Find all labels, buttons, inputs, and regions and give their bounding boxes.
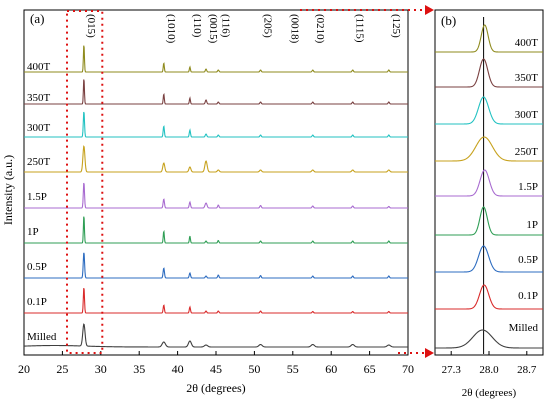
x-tick-label: 55 bbox=[287, 362, 299, 376]
panel-b-traces bbox=[435, 24, 543, 349]
series-label-1p: 1P bbox=[27, 226, 39, 238]
zoom-line-0.5p bbox=[435, 245, 543, 273]
zoom-line-milled bbox=[435, 329, 543, 349]
x-tick-label: 50 bbox=[248, 362, 260, 376]
highlight-box bbox=[66, 10, 104, 354]
zoom-line-400t bbox=[435, 24, 543, 53]
series-line-300t bbox=[24, 111, 408, 138]
series-label-300t: 300T bbox=[27, 122, 51, 134]
x-tick-label: 40 bbox=[172, 362, 184, 376]
zoom-series-label-1p: 1P bbox=[526, 219, 538, 231]
panel-a-series-labels: Milled 0.1P 0.5P 1P 1.5P 250T 300T 350T 400T bbox=[27, 61, 57, 343]
series-label-0.5p: 0.5P bbox=[27, 261, 47, 273]
panel-b: Milled 0.1P 0.5P 1P 1.5P 250T 300T 350T 400T 27.… bbox=[434, 9, 544, 399]
panel-a-peak-labels: (015) (1010) (110) (0015) (116) (205) (0018) (0… bbox=[85, 14, 402, 44]
peak-label: (110) bbox=[191, 14, 203, 38]
zoom-series-label-400t: 400T bbox=[515, 37, 539, 49]
zoom-line-1.5p bbox=[435, 169, 543, 197]
x-tick-label: 35 bbox=[133, 362, 145, 376]
x-tick-label: 65 bbox=[364, 362, 376, 376]
x-tick-label: 30 bbox=[95, 362, 107, 376]
x-tick-label: 60 bbox=[325, 362, 337, 376]
zoom-series-label-250t: 250T bbox=[515, 146, 539, 158]
series-label-1.5p: 1.5P bbox=[27, 191, 47, 203]
peak-label: (205) bbox=[262, 14, 274, 38]
x-tick-label: 20 bbox=[18, 362, 30, 376]
series-line-1p bbox=[24, 216, 408, 244]
zoom-x-tick-label: 27.3 bbox=[442, 364, 462, 376]
peak-label: (125) bbox=[390, 14, 402, 38]
series-line-1.5p bbox=[24, 182, 408, 209]
zoom-line-0.1p bbox=[435, 284, 543, 310]
panel-b-x-axis-label: 2θ (degrees) bbox=[462, 387, 517, 399]
zoom-series-label-0.5p: 0.5P bbox=[518, 254, 538, 266]
series-line-400t bbox=[24, 45, 408, 73]
series-line-350t bbox=[24, 79, 408, 105]
panel-a-y-axis-label: Intensity (a.u.) bbox=[1, 155, 15, 225]
peak-label: (015) bbox=[85, 14, 97, 38]
series-label-400t: 400T bbox=[27, 61, 51, 73]
zoom-series-label-300t: 300T bbox=[515, 109, 539, 121]
panel-a-traces bbox=[23, 45, 408, 348]
panel-b-x-ticks: 27.3 28.0 28.7 bbox=[442, 351, 537, 376]
panel-a-x-ticks: 20 25 30 35 40 45 50 55 60 65 70 bbox=[18, 351, 414, 376]
zoom-x-tick-label: 28.0 bbox=[479, 364, 499, 376]
x-tick-label: 25 bbox=[56, 362, 68, 376]
peak-label: (1010) bbox=[165, 14, 177, 44]
connector-top-arrowhead bbox=[425, 5, 434, 15]
zoom-line-350t bbox=[435, 58, 543, 88]
panel-a: Milled 0.1P 0.5P 1P 1.5P 250T 300T 350T 400T (01… bbox=[1, 9, 414, 395]
peak-label: (0210) bbox=[314, 14, 326, 44]
series-label-0.1p: 0.1P bbox=[27, 296, 47, 308]
peak-label: (1115) bbox=[354, 14, 366, 43]
series-label-milled: Milled bbox=[27, 331, 57, 343]
zoom-series-label-0.1p: 0.1P bbox=[518, 290, 538, 302]
zoom-line-300t bbox=[435, 96, 543, 125]
peak-label: (116) bbox=[219, 14, 231, 38]
zoom-series-label-1.5p: 1.5P bbox=[518, 181, 538, 193]
series-label-350t: 350T bbox=[27, 92, 51, 104]
series-line-milled bbox=[23, 323, 408, 348]
zoom-x-tick-label: 28.7 bbox=[517, 364, 537, 376]
peak-label: (0015) bbox=[207, 14, 219, 44]
x-tick-label: 70 bbox=[402, 362, 414, 376]
panel-b-series-labels: Milled 0.1P 0.5P 1P 1.5P 250T 300T 350T 400T bbox=[509, 37, 539, 334]
series-line-250t bbox=[24, 145, 408, 173]
panel-a-x-axis-label: 2θ (degrees) bbox=[186, 381, 245, 395]
series-line-0.5p bbox=[24, 252, 408, 279]
zoom-series-label-milled: Milled bbox=[509, 322, 539, 334]
series-label-250t: 250T bbox=[27, 156, 51, 168]
series-line-0.1p bbox=[24, 288, 408, 314]
x-tick-label: 45 bbox=[210, 362, 222, 376]
panel-b-label: (b) bbox=[441, 13, 456, 28]
peak-label: (0018) bbox=[288, 14, 300, 44]
zoom-line-250t bbox=[435, 136, 543, 162]
panel-a-frame bbox=[23, 9, 409, 356]
connector-arrows bbox=[300, 5, 434, 358]
zoom-line-1p bbox=[435, 206, 543, 236]
panel-a-label: (a) bbox=[30, 11, 44, 26]
zoom-series-label-350t: 350T bbox=[515, 72, 539, 84]
connector-bottom-arrowhead bbox=[425, 348, 434, 358]
